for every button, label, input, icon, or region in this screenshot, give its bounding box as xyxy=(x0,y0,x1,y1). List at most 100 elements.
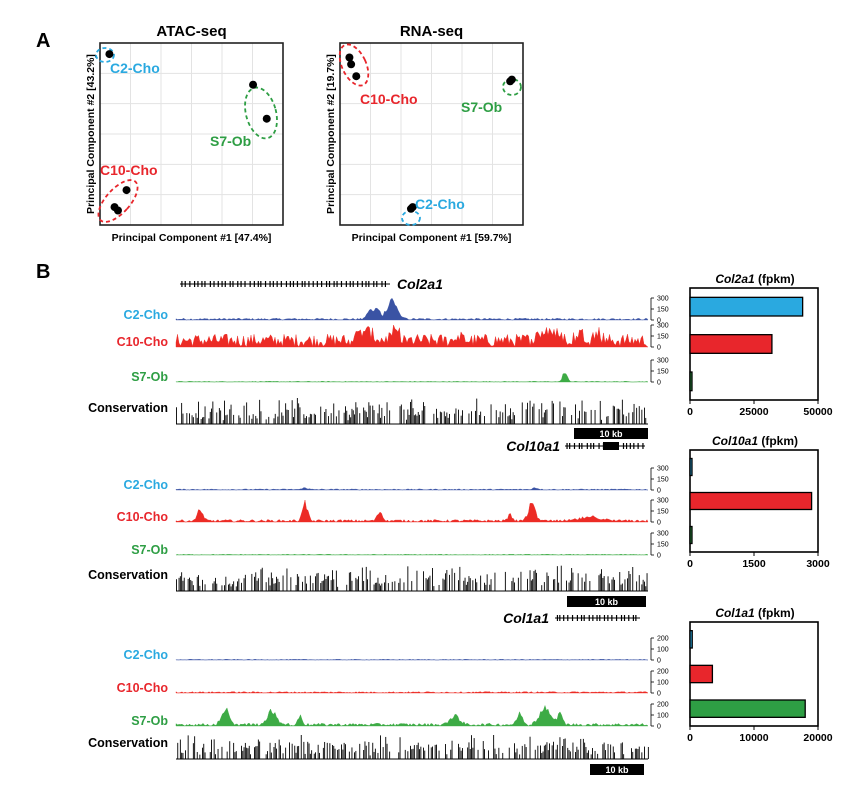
gene-exon xyxy=(301,281,303,287)
track-label: C2-Cho xyxy=(124,478,169,492)
conservation-bar xyxy=(302,581,303,591)
conservation-bar xyxy=(521,745,523,759)
conservation-bar xyxy=(298,745,300,759)
data-point xyxy=(122,186,131,195)
x-tick-label: 25000 xyxy=(739,406,768,418)
conservation-bar xyxy=(445,573,446,591)
conservation-bar xyxy=(335,416,337,424)
conservation-bar xyxy=(551,745,553,759)
pca-title: ATAC-seq xyxy=(156,23,226,40)
gene-exon xyxy=(213,281,215,287)
conservation-bar xyxy=(467,581,469,591)
conservation-bar xyxy=(498,747,500,759)
data-point xyxy=(113,206,122,215)
track-tick-label: 300 xyxy=(657,323,669,330)
gene-exon xyxy=(253,281,255,287)
conservation-bar xyxy=(277,416,279,424)
conservation-bar xyxy=(345,744,346,759)
fpkm-bar xyxy=(689,630,693,649)
gene-exon xyxy=(276,281,278,287)
conservation-bar xyxy=(351,408,353,424)
conservation-bar xyxy=(189,577,190,591)
conservation-bar xyxy=(499,411,501,424)
conservation-bar xyxy=(524,744,526,759)
conservation-bar xyxy=(225,576,227,591)
conservation-bar xyxy=(185,750,186,759)
conservation-bar xyxy=(242,750,244,759)
conservation-bar xyxy=(621,742,623,759)
conservation-bar xyxy=(328,575,329,591)
conservation-bar xyxy=(346,410,348,424)
conservation-bar xyxy=(551,400,553,424)
conservation-bar xyxy=(259,399,261,424)
conservation-bar xyxy=(269,742,271,759)
gene-exon xyxy=(578,443,580,449)
conservation-bar xyxy=(514,743,515,759)
conservation-bar xyxy=(621,583,623,591)
gene-exon xyxy=(556,615,559,621)
conservation-bar xyxy=(563,739,565,759)
track-tick-label: 100 xyxy=(657,647,669,654)
conservation-bar xyxy=(484,582,485,591)
conservation-bar xyxy=(358,576,359,591)
conservation-bar xyxy=(254,576,255,591)
conservation-bar xyxy=(317,744,319,759)
gene-exon xyxy=(596,615,598,621)
conservation-bar xyxy=(516,748,518,759)
scale-bar-label: 10 kb xyxy=(599,429,623,439)
conservation-bar xyxy=(217,748,219,759)
conservation-bar xyxy=(378,404,380,424)
conservation-bar xyxy=(190,579,192,591)
fpkm-bar xyxy=(689,334,773,354)
conservation-bar xyxy=(433,586,435,591)
conservation-bar xyxy=(571,568,573,591)
conservation-bar xyxy=(394,581,396,591)
conservation-bar xyxy=(463,580,465,591)
gene-exon xyxy=(280,281,282,287)
conservation-bar xyxy=(256,580,258,591)
conservation-bar xyxy=(202,417,203,424)
signal-track xyxy=(175,297,649,321)
conservation-bar xyxy=(225,415,227,424)
conservation-bar xyxy=(200,419,202,424)
conservation-bar xyxy=(644,581,645,591)
signal-track xyxy=(175,324,649,348)
conservation-bar xyxy=(332,744,333,759)
conservation-bar xyxy=(475,578,476,591)
conservation-bar xyxy=(243,747,245,759)
conservation-bar xyxy=(246,402,248,424)
conservation-bar xyxy=(259,741,261,759)
track-tick-label: 0 xyxy=(657,488,661,495)
conservation-bar xyxy=(382,747,384,759)
conservation-bar xyxy=(261,567,263,591)
conservation-bar xyxy=(553,403,554,424)
conservation-bar xyxy=(442,578,444,591)
plot-frame xyxy=(99,42,284,226)
conservation-bar xyxy=(179,576,181,591)
conservation-bar xyxy=(495,410,497,424)
conservation-bar xyxy=(208,418,210,424)
data-point xyxy=(352,72,361,81)
conservation-bar xyxy=(199,585,201,591)
conservation-bar xyxy=(534,749,536,759)
gene-exon xyxy=(580,615,583,621)
track-tick-label: 300 xyxy=(657,358,669,365)
scale-bar xyxy=(567,596,646,607)
conservation-bar xyxy=(519,754,521,759)
conservation-bar xyxy=(599,573,601,591)
gene-exon xyxy=(244,281,246,287)
conservation-bar xyxy=(601,419,602,424)
conservation-bar xyxy=(511,581,513,591)
conservation-bar xyxy=(584,581,586,591)
conservation-bar xyxy=(282,415,284,424)
conservation-bar xyxy=(355,577,357,591)
signal-track xyxy=(175,659,649,661)
gene-exon xyxy=(269,281,271,287)
conservation-bar xyxy=(411,399,413,424)
conservation-bar xyxy=(177,742,179,759)
conservation-bar xyxy=(265,754,267,759)
conservation-bar xyxy=(274,583,276,591)
conservation-bar xyxy=(575,752,576,759)
conservation-bar xyxy=(546,572,548,591)
